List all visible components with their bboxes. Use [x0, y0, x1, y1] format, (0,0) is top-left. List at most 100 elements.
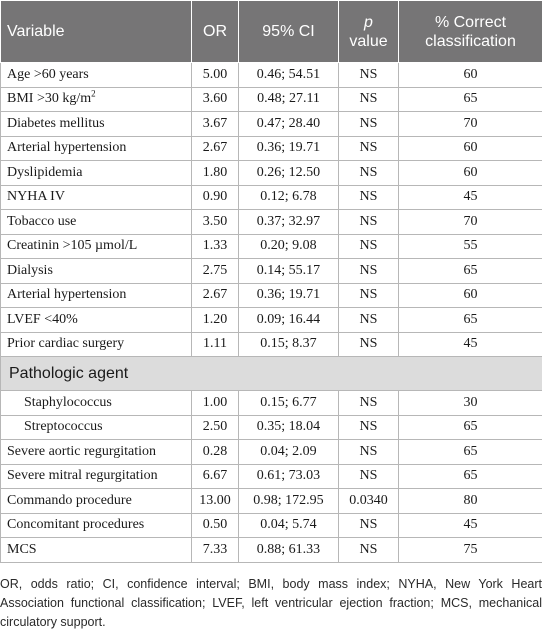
- cell-or: 0.50: [191, 512, 239, 538]
- cell-variable: BMI >30 kg/m2: [0, 86, 192, 112]
- cell-correct-classification: 70: [398, 111, 542, 137]
- cell-correct-classification: 45: [398, 184, 542, 210]
- variable-label: Creatinin >105 µmol/L: [7, 238, 138, 254]
- cell-p-value: NS: [338, 537, 399, 563]
- header-correct-line2: classification: [425, 32, 516, 50]
- cell-variable: Severe mitral regurgitation: [0, 463, 192, 489]
- variable-label: MCS: [7, 541, 37, 557]
- table-row: Commando procedure 13.00 0.98; 172.95 0.034…: [0, 488, 542, 514]
- cell-or: 1.00: [191, 390, 239, 416]
- cell-p-value: NS: [338, 390, 399, 416]
- cell-or: 1.33: [191, 233, 239, 259]
- cell-or: 3.50: [191, 209, 239, 235]
- header-variable: Variable: [0, 0, 192, 63]
- cell-ci: 0.48; 27.11: [238, 86, 339, 112]
- table-body: Age >60 years 5.00 0.46; 54.51 NS 60 BMI >30 …: [0, 62, 542, 563]
- cell-or: 1.80: [191, 160, 239, 186]
- variable-label: Arterial hypertension: [7, 140, 127, 156]
- cell-ci: 0.04; 2.09: [238, 439, 339, 465]
- table-row: NYHA IV 0.90 0.12; 6.78 NS 45: [0, 184, 542, 210]
- cell-correct-classification: 80: [398, 488, 542, 514]
- cell-or: 0.90: [191, 184, 239, 210]
- table-row: Age >60 years 5.00 0.46; 54.51 NS 60: [0, 62, 542, 88]
- cell-variable: Arterial hypertension: [0, 282, 192, 308]
- cell-correct-classification: 45: [398, 512, 542, 538]
- table-row: BMI >30 kg/m2 3.60 0.48; 27.11 NS 65: [0, 86, 542, 112]
- cell-correct-classification: 45: [398, 331, 542, 357]
- cell-ci: 0.15; 6.77: [238, 390, 339, 416]
- cell-correct-classification: 60: [398, 135, 542, 161]
- cell-correct-classification: 75: [398, 537, 542, 563]
- cell-correct-classification: 60: [398, 160, 542, 186]
- cell-or: 7.33: [191, 537, 239, 563]
- table-header: Variable OR 95% CI p value % Correct class…: [0, 0, 542, 63]
- table-row: Streptococcus 2.50 0.35; 18.04 NS 65: [0, 414, 542, 440]
- variable-label: Age >60 years: [7, 66, 89, 82]
- variable-label: Prior cardiac surgery: [7, 336, 125, 352]
- variable-label: Dialysis: [7, 262, 53, 278]
- cell-variable: Concomitant procedures: [0, 512, 192, 538]
- cell-ci: 0.09; 16.44: [238, 307, 339, 333]
- cell-ci: 0.98; 172.95: [238, 488, 339, 514]
- table-row: Concomitant procedures 0.50 0.04; 5.74 NS 45: [0, 512, 542, 538]
- variable-label: BMI >30 kg/m: [7, 91, 92, 107]
- cell-correct-classification: 65: [398, 414, 542, 440]
- cell-ci: 0.12; 6.78: [238, 184, 339, 210]
- variable-label: Arterial hypertension: [7, 287, 127, 303]
- variable-label: Dyslipidemia: [7, 164, 83, 180]
- cell-correct-classification: 30: [398, 390, 542, 416]
- cell-variable: NYHA IV: [0, 184, 192, 210]
- cell-correct-classification: 70: [398, 209, 542, 235]
- variable-label: Tobacco use: [7, 213, 77, 229]
- table-row: Creatinin >105 µmol/L 1.33 0.20; 9.08 NS 55: [0, 233, 542, 259]
- table-row: Staphylococcus 1.00 0.15; 6.77 NS 30: [0, 390, 542, 416]
- variable-label: Severe mitral regurgitation: [7, 468, 158, 484]
- cell-variable: Diabetes mellitus: [0, 111, 192, 137]
- cell-or: 5.00: [191, 62, 239, 88]
- cell-or: 3.67: [191, 111, 239, 137]
- variable-superscript: 2: [91, 88, 96, 99]
- cell-p-value: NS: [338, 414, 399, 440]
- table-row: Tobacco use 3.50 0.37; 32.97 NS 70: [0, 209, 542, 235]
- cell-ci: 0.04; 5.74: [238, 512, 339, 538]
- variable-label: LVEF <40%: [7, 311, 78, 327]
- variable-label: Staphylococcus: [24, 394, 112, 410]
- cell-variable: Staphylococcus: [0, 390, 192, 416]
- cell-ci: 0.47; 28.40: [238, 111, 339, 137]
- table-row: Arterial hypertension 2.67 0.36; 19.71 NS 60: [0, 135, 542, 161]
- cell-ci: 0.36; 19.71: [238, 135, 339, 161]
- variable-label: Concomitant procedures: [7, 517, 145, 533]
- cell-or: 0.28: [191, 439, 239, 465]
- cell-p-value: NS: [338, 439, 399, 465]
- cell-ci: 0.46; 54.51: [238, 62, 339, 88]
- cell-correct-classification: 55: [398, 233, 542, 259]
- regression-table: Variable OR 95% CI p value % Correct class…: [0, 0, 542, 563]
- cell-p-value: 0.0340: [338, 488, 399, 514]
- table-footnote: OR, odds ratio; CI, confidence interval;…: [0, 577, 542, 629]
- cell-or: 13.00: [191, 488, 239, 514]
- cell-ci: 0.20; 9.08: [238, 233, 339, 259]
- cell-variable: Age >60 years: [0, 62, 192, 88]
- cell-p-value: NS: [338, 512, 399, 538]
- header-ci: 95% CI: [238, 0, 339, 63]
- variable-label: Severe aortic regurgitation: [7, 443, 157, 459]
- cell-correct-classification: 65: [398, 258, 542, 284]
- cell-ci: 0.35; 18.04: [238, 414, 339, 440]
- header-or: OR: [191, 0, 239, 63]
- cell-p-value: NS: [338, 258, 399, 284]
- variable-label: Commando procedure: [7, 492, 132, 508]
- header-p-value: p value: [338, 0, 399, 63]
- cell-ci: 0.88; 61.33: [238, 537, 339, 563]
- cell-variable: Arterial hypertension: [0, 135, 192, 161]
- cell-correct-classification: 65: [398, 86, 542, 112]
- cell-p-value: NS: [338, 86, 399, 112]
- table-row: Diabetes mellitus 3.67 0.47; 28.40 NS 70: [0, 111, 542, 137]
- variable-label: NYHA IV: [7, 189, 65, 205]
- table-row: Severe mitral regurgitation 6.67 0.61; 73.…: [0, 463, 542, 489]
- section-row: Pathologic agent: [0, 356, 542, 391]
- cell-p-value: NS: [338, 209, 399, 235]
- section-label: Pathologic agent: [0, 356, 542, 391]
- cell-or: 2.67: [191, 282, 239, 308]
- cell-or: 3.60: [191, 86, 239, 112]
- cell-or: 2.67: [191, 135, 239, 161]
